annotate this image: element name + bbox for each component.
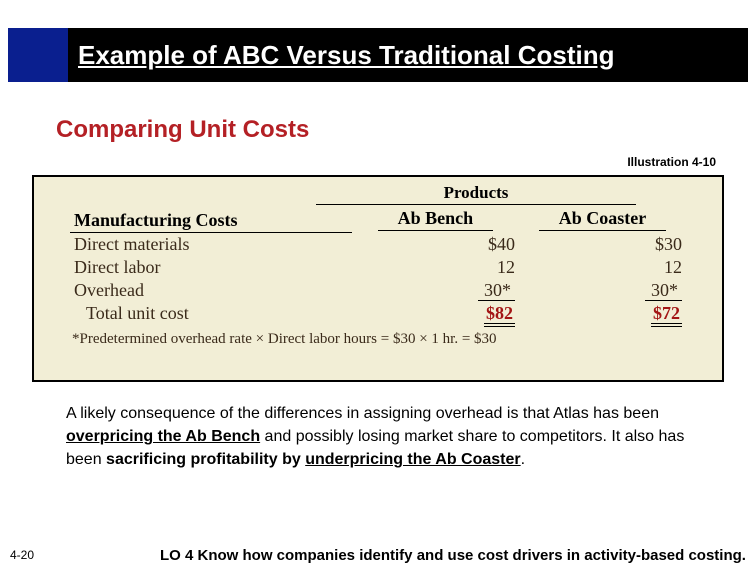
row-val-dl-a: 12 xyxy=(352,256,519,279)
table-row: Overhead 30* 30* xyxy=(70,279,686,302)
row-val-dm-a: $40 xyxy=(352,232,519,256)
title-accent-block xyxy=(8,28,68,82)
page-number: 4-20 xyxy=(10,548,34,562)
consequence-text-1: A likely consequence of the differences … xyxy=(66,405,659,422)
table-row: Direct labor 12 12 xyxy=(70,256,686,279)
slide-subtitle: Comparing Unit Costs xyxy=(56,116,309,144)
cost-table-inner: Products Manufacturing Costs Ab Bench Ab… xyxy=(34,177,722,352)
table-total-row: Total unit cost $82 $72 xyxy=(70,302,686,325)
slide-title: Example of ABC Versus Traditional Costin… xyxy=(78,40,614,71)
title-bar: Example of ABC Versus Traditional Costin… xyxy=(8,28,748,82)
row-val-total-a: $82 xyxy=(352,302,519,325)
consequence-text-3: . xyxy=(521,451,525,468)
products-header: Products xyxy=(316,183,636,205)
row-label-dm: Direct materials xyxy=(70,232,352,256)
row-val-total-b-text: $72 xyxy=(651,303,682,327)
row-val-oh-b-text: 30* xyxy=(645,280,682,301)
row-val-total-b: $72 xyxy=(519,302,686,325)
table-footnote: *Predetermined overhead rate × Direct la… xyxy=(70,331,686,348)
consequence-paragraph: A likely consequence of the differences … xyxy=(66,402,716,472)
row-val-oh-a-text: 30* xyxy=(478,280,515,301)
table-header-row: Manufacturing Costs Ab Bench Ab Coaster xyxy=(70,207,686,232)
row-val-dl-b: 12 xyxy=(519,256,686,279)
cost-table-container: Products Manufacturing Costs Ab Bench Ab… xyxy=(32,175,724,382)
row-val-oh-a: 30* xyxy=(352,279,519,302)
row-label-dl: Direct labor xyxy=(70,256,352,279)
col-header-ab-coaster: Ab Coaster xyxy=(519,207,686,232)
table-row: Direct materials $40 $30 xyxy=(70,232,686,256)
row-val-oh-b: 30* xyxy=(519,279,686,302)
learning-objective: LO 4 Know how companies identify and use… xyxy=(160,547,752,564)
illustration-label: Illustration 4-10 xyxy=(627,155,716,169)
row-label-total: Total unit cost xyxy=(70,302,352,325)
col-header-ab-bench: Ab Bench xyxy=(352,207,519,232)
consequence-emph-underpricing: underpricing the Ab Coaster xyxy=(305,451,520,468)
cost-table: Manufacturing Costs Ab Bench Ab Coaster … xyxy=(70,207,686,325)
col-header-ab-bench-text: Ab Bench xyxy=(378,208,494,231)
consequence-emph-overpricing: overpricing the Ab Bench xyxy=(66,428,260,445)
row-val-dm-b: $30 xyxy=(519,232,686,256)
row-label-oh: Overhead xyxy=(70,279,352,302)
row-val-total-a-text: $82 xyxy=(484,303,515,327)
mfg-costs-header: Manufacturing Costs xyxy=(70,207,352,232)
consequence-emph-sacrificing: sacrificing profitability by xyxy=(106,451,305,468)
col-header-ab-coaster-text: Ab Coaster xyxy=(539,208,667,231)
